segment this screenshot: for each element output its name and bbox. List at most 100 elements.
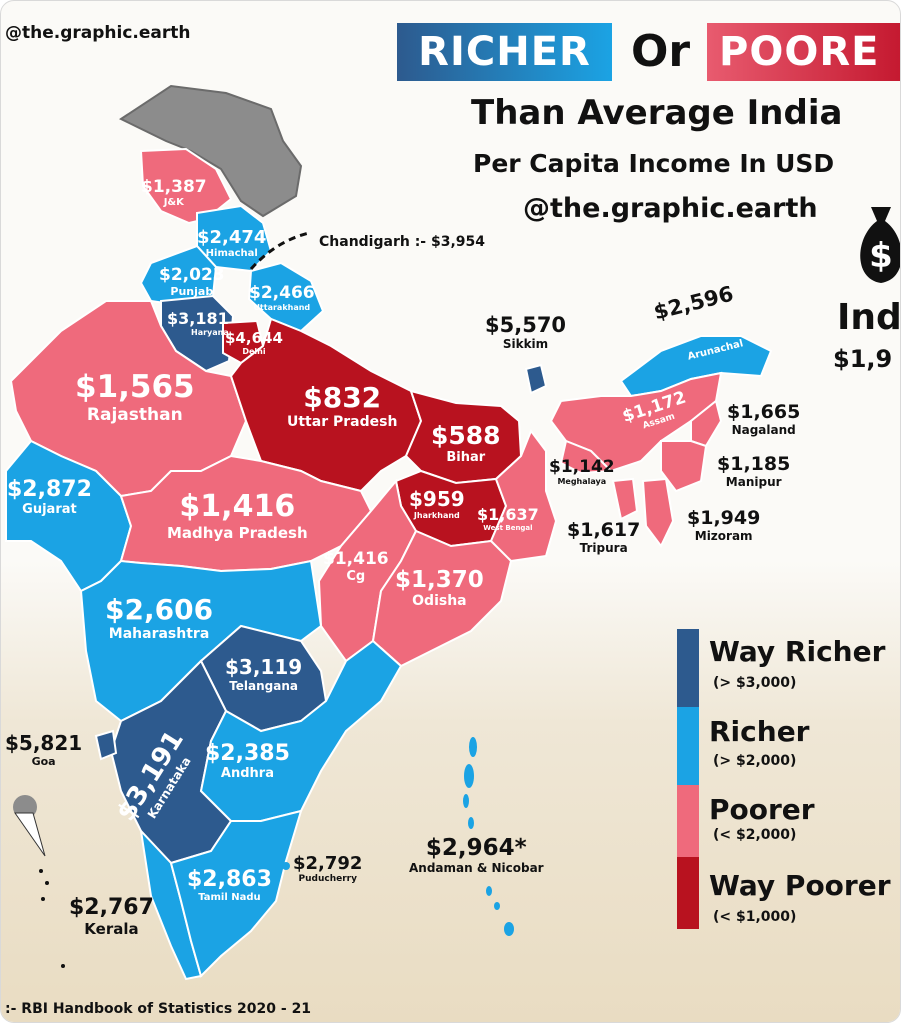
label-tripura: $1,617 Tripura (567, 519, 640, 555)
region-andhra (199, 639, 403, 822)
legend-range-richer: (> $2,000) (713, 753, 797, 769)
chandigarh-leader (249, 231, 310, 270)
lakshadweep-dots (39, 869, 65, 968)
handle: @the.graphic.earth (523, 193, 818, 224)
value-himachal: $2,474 (197, 227, 267, 248)
name-nagaland: Nagaland (731, 423, 796, 437)
label-nagaland: $1,665 Nagaland (727, 401, 800, 437)
name-jharkhand: Jharkhand (413, 511, 460, 520)
name-punjab: Punjab (170, 285, 214, 298)
label-manipur: $1,185 Manipur (717, 453, 790, 489)
name-telangana: Telangana (229, 679, 298, 693)
region-wb (489, 428, 558, 563)
label-bihar: $588 Bihar (431, 421, 501, 465)
value-cg: $1,416 (323, 549, 389, 569)
metric-label: Per Capita Income In USD (473, 149, 835, 178)
name-haryana: Haryana (191, 328, 229, 337)
source-note: :- RBI Handbook of Statistics 2020 - 21 (5, 1001, 312, 1017)
name-manipur: Manipur (725, 475, 782, 489)
value-mp: $1,416 (179, 489, 296, 524)
region-nagaland (690, 399, 723, 448)
value-gujarat: $2,872 (7, 477, 92, 502)
value-kerala: $2,767 (69, 895, 154, 920)
name-bihar: Bihar (446, 450, 486, 465)
region-meghalaya (559, 439, 614, 475)
title-poorer: POORE (707, 23, 900, 81)
name-gujarat: Gujarat (22, 502, 77, 517)
value-rajasthan: $1,565 (75, 369, 195, 405)
legend-label-way-richer: Way Richer (709, 635, 886, 668)
name-cg: Cg (346, 569, 366, 584)
label-kerala: $2,767 Kerala (69, 895, 154, 938)
value-odisha: $1,370 (395, 567, 484, 593)
label-up: $832 Uttar Pradesh (287, 381, 397, 430)
value-bihar: $588 (431, 421, 501, 450)
region-puducherry (282, 862, 290, 870)
legend-label-richer: Richer (709, 715, 810, 748)
name-jk: J&K (163, 197, 184, 208)
value-uttarakhand: $2,466 (249, 283, 315, 303)
value-sikkim: $5,570 (485, 313, 567, 337)
region-sikkim (524, 363, 548, 395)
label-gujarat: $2,872 Gujarat (7, 477, 92, 517)
chandigarh-note: Chandigarh :- $3,954 (319, 234, 485, 250)
label-meghalaya: $1,142 Meghalaya (549, 457, 615, 486)
region-manipur (660, 440, 708, 493)
value-wb: $1,637 (477, 505, 539, 524)
name-puducherry: Puducherry (298, 874, 357, 884)
label-maharashtra: $2,606 Maharashtra (105, 593, 213, 642)
label-andhra: $2,385 Andhra (205, 741, 290, 781)
region-goa (94, 729, 118, 761)
label-sikkim: $5,570 Sikkim (485, 313, 566, 351)
watermark: @the.graphic.earth (5, 23, 191, 43)
label-uttarakhand: $2,466 Uttarakhand (249, 283, 315, 312)
label-delhi: $4,644 Delhi (225, 329, 283, 356)
value-mizoram: $1,949 (687, 507, 761, 529)
label-himachal: $2,474 Himachal (197, 227, 266, 259)
name-rajasthan: Rajasthan (86, 405, 183, 425)
magnifier-icon (13, 795, 46, 857)
name-mp: Madhya Pradesh (167, 524, 308, 542)
label-wb: $1,637 West Bengal (477, 505, 539, 532)
title-or: Or (631, 26, 691, 77)
value-jharkhand: $959 (409, 487, 465, 511)
legend-range-way-richer: (> $3,000) (713, 675, 797, 691)
value-maharashtra: $2,606 (105, 593, 214, 626)
region-tn (169, 809, 303, 978)
legend-label-way-poorer: Way Poorer (709, 869, 891, 902)
name-delhi: Delhi (242, 347, 266, 356)
label-rajasthan: $1,565 Rajasthan (75, 369, 195, 425)
value-jk: $1,387 (141, 177, 207, 197)
name-tn: Tamil Nadu (198, 892, 261, 903)
value-tn: $2,863 (187, 867, 272, 892)
legend-swatch-way-richer (677, 629, 699, 707)
name-himachal: Himachal (205, 248, 258, 259)
label-punjab: $2,023 Punjab (159, 265, 225, 298)
value-andhra: $2,385 (205, 741, 290, 766)
label-goa: $5,821 Goa (5, 731, 82, 768)
label-jk: $1,387 J&K (141, 177, 207, 208)
value-telangana: $3,119 (225, 655, 303, 679)
name-mizoram: Mizoram (694, 529, 753, 543)
name-up: Uttar Pradesh (287, 414, 398, 430)
label-puducherry: $2,792 Puducherry (293, 853, 362, 884)
name-tripura: Tripura (579, 541, 628, 555)
legend-swatch-way-poorer (677, 857, 699, 929)
label-telangana: $3,119 Telangana (225, 655, 302, 693)
legend-swatch-poorer (677, 785, 699, 857)
name-andaman: Andaman & Nicobar (409, 861, 544, 875)
name-uttarakhand: Uttarakhand (253, 303, 311, 312)
legend-range-way-poorer: (< $1,000) (713, 909, 797, 925)
name-sikkim: Sikkim (502, 337, 549, 351)
title-richer: RICHER (397, 23, 612, 81)
value-nagaland: $1,665 (727, 401, 801, 423)
name-maharashtra: Maharashtra (108, 626, 210, 642)
subtitle: Than Average India (471, 93, 843, 133)
value-meghalaya: $1,142 (549, 457, 615, 477)
legend-range-poorer: (< $2,000) (713, 827, 797, 843)
value-andaman: $2,964* (425, 835, 527, 861)
value-goa: $5,821 (5, 731, 83, 755)
value-punjab: $2,023 (159, 265, 225, 285)
region-tripura (611, 477, 639, 521)
